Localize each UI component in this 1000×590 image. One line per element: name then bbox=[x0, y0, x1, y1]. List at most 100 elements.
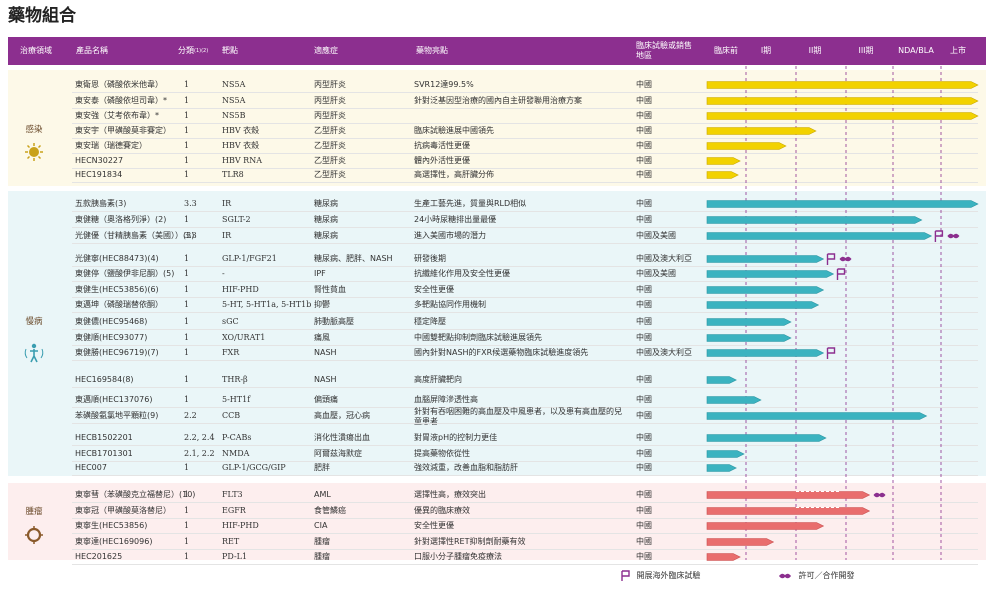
indication-value: 乙型肝炎 bbox=[314, 141, 346, 150]
product-name: 東健糖（奧洛格列淨）(2) bbox=[75, 215, 167, 224]
category-value: 2.2, 2.4 bbox=[184, 433, 215, 442]
highlight-text: 研發後期 bbox=[414, 254, 446, 263]
highlight-text: 對胃液pH的控制力更佳 bbox=[414, 433, 498, 442]
product-name: HEC191834 bbox=[75, 170, 123, 179]
indication-value: 丙型肝炎 bbox=[314, 80, 346, 89]
indication-value: CIA bbox=[314, 521, 328, 530]
highlight-text: 國內針對NASH的FXR候選藥物臨床試驗進度領先 bbox=[414, 348, 589, 357]
indication-value: 消化性潰瘍出血 bbox=[314, 433, 370, 442]
row-divider bbox=[72, 138, 978, 139]
highlight-text: SVR12達99.5% bbox=[414, 80, 474, 89]
target-value: 5-HT1f bbox=[222, 395, 251, 404]
header-phase-2: II期 bbox=[808, 46, 822, 55]
header-phase-1: I期 bbox=[760, 46, 772, 55]
region-value: 中國 bbox=[636, 80, 652, 89]
row-divider bbox=[72, 345, 978, 346]
category-value: 1 bbox=[184, 170, 190, 179]
region-value: 中國 bbox=[636, 449, 652, 458]
highlight-text: 口服小分子腫瘤免疫療法 bbox=[414, 552, 502, 561]
product-name: HECB1701301 bbox=[75, 449, 133, 458]
region-value: 中國 bbox=[636, 300, 652, 309]
row-divider bbox=[72, 297, 978, 298]
region-value: 中國 bbox=[636, 111, 652, 120]
header-category-label: 分類 bbox=[178, 46, 194, 55]
row-divider bbox=[72, 475, 978, 476]
product-name: 東寧冠（甲磺酸莫洛替尼） bbox=[75, 506, 171, 515]
region-value: 中國 bbox=[636, 317, 652, 326]
target-value: RET bbox=[222, 537, 240, 546]
indication-value: 肥胖 bbox=[314, 463, 330, 472]
page-title: 藥物組合 bbox=[8, 6, 76, 26]
product-name: 光健寧(HEC88473)(4) bbox=[75, 254, 159, 263]
indication-value: 痛風 bbox=[314, 333, 330, 342]
row-divider bbox=[72, 564, 978, 565]
highlight-text: 穩定降壓 bbox=[414, 317, 446, 326]
region-value: 中國 bbox=[636, 521, 652, 530]
product-name: 東健停（鹽酸伊非尼酮）(5) bbox=[75, 269, 175, 278]
row-divider bbox=[72, 243, 978, 244]
target-value: HBV RNA bbox=[222, 156, 262, 165]
indication-value: 腎性貧血 bbox=[314, 285, 346, 294]
indication-value: 丙型肝炎 bbox=[314, 96, 346, 105]
therapeutic-area-label: 感染 bbox=[25, 125, 43, 135]
highlight-text: 優異的臨床療效 bbox=[414, 506, 470, 515]
row-divider bbox=[72, 281, 978, 282]
region-value: 中國及美國 bbox=[636, 269, 676, 278]
product-name: 東邁坤（磷酸瑞替依酮） bbox=[75, 300, 163, 309]
flag-icon bbox=[621, 570, 630, 581]
header-highlights: 藥物亮點 bbox=[416, 46, 448, 55]
category-value: 2.1, 2.2 bbox=[184, 449, 215, 458]
product-name: 東安宇（甲磺酸莫非賽定） bbox=[75, 126, 171, 135]
category-value: 1 bbox=[184, 348, 190, 357]
category-value: 3.3 bbox=[184, 199, 197, 208]
header-phase-0: 臨床前 bbox=[714, 46, 738, 55]
category-value: 1 bbox=[184, 126, 190, 135]
product-name: HEC201625 bbox=[75, 552, 123, 561]
region-value: 中國 bbox=[636, 490, 652, 499]
indication-value: 糖尿病 bbox=[314, 215, 338, 224]
row-divider bbox=[72, 502, 978, 503]
product-name: 東健生(HEC53856)(6) bbox=[75, 285, 159, 294]
product-name: 東健勝(HEC96719)(7) bbox=[75, 348, 159, 357]
highlight-text: 多靶點協同作用機制 bbox=[414, 300, 486, 309]
product-name: 光健優（甘精胰島素（美國））(3) bbox=[75, 231, 195, 240]
product-name: 東安泰（磷酸依坦司韋）* bbox=[75, 96, 167, 105]
indication-value: 乙型肝炎 bbox=[314, 156, 346, 165]
category-value: 1 bbox=[184, 96, 190, 105]
legend-license: 許可／合作開發 bbox=[778, 570, 855, 581]
row-divider bbox=[72, 92, 978, 93]
highlight-text: 選擇性高，療效突出 bbox=[414, 490, 486, 499]
row-divider bbox=[72, 182, 978, 183]
product-name: HEC169584(8) bbox=[75, 375, 134, 384]
indication-value: 腫瘤 bbox=[314, 537, 330, 546]
row-divider bbox=[72, 329, 978, 330]
region-value: 中國 bbox=[636, 170, 652, 179]
category-value: 1 bbox=[184, 395, 190, 404]
highlight-text: 中國雙靶點抑制劑臨床試驗進展領先 bbox=[414, 333, 542, 342]
row-divider bbox=[72, 518, 978, 519]
highlight-text: 安全性更優 bbox=[414, 285, 454, 294]
target-value: HIF-PHD bbox=[222, 521, 259, 530]
category-value: 1 bbox=[184, 269, 190, 278]
target-value: GLP-1/FGF21 bbox=[222, 254, 277, 263]
region-value: 中國 bbox=[636, 141, 652, 150]
product-name: 東安瑞（瑞德賽定） bbox=[75, 141, 147, 150]
region-value: 中國及澳大利亞 bbox=[636, 254, 692, 263]
indication-value: NASH bbox=[314, 348, 337, 357]
target-value: NS5B bbox=[222, 111, 246, 120]
target-value: GLP-1/GCG/GIP bbox=[222, 463, 286, 472]
target-value: NS5A bbox=[222, 96, 246, 105]
product-name: HEC007 bbox=[75, 463, 107, 472]
target-value: - bbox=[222, 269, 225, 278]
row-divider bbox=[72, 211, 978, 212]
indication-value: 食管鱗癌 bbox=[314, 506, 346, 515]
category-value: 1 bbox=[184, 521, 190, 530]
target-value: HBV 衣殼 bbox=[222, 126, 260, 135]
indication-value: IPF bbox=[314, 269, 326, 278]
category-value: 1 bbox=[184, 141, 190, 150]
indication-value: NASH bbox=[314, 375, 337, 384]
indication-value: 高血壓，冠心病 bbox=[314, 411, 370, 420]
header-product: 產品名稱 bbox=[76, 46, 108, 55]
indication-value: 乙型肝炎 bbox=[314, 170, 346, 179]
product-name: 苯磺酸氨氯地平顆粒(9) bbox=[75, 411, 159, 420]
